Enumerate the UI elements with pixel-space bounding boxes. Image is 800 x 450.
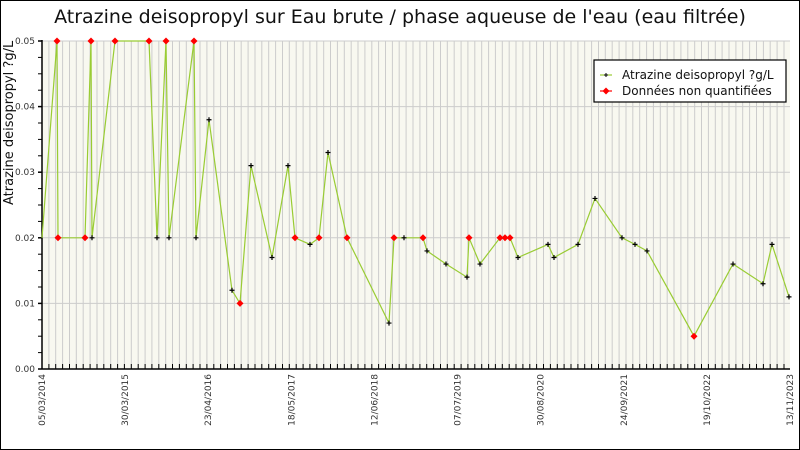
svg-text:0.04: 0.04	[15, 103, 35, 113]
data-markers	[53, 37, 792, 340]
svg-text:23/04/2016: 23/04/2016	[204, 374, 214, 426]
svg-text:07/07/2019: 07/07/2019	[454, 374, 464, 426]
svg-text:0.01: 0.01	[15, 299, 35, 309]
svg-text:Données non quantifiées: Données non quantifiées	[622, 84, 772, 98]
chart-title: Atrazine deisopropyl sur Eau brute / pha…	[54, 6, 746, 28]
svg-text:0.03: 0.03	[15, 168, 35, 178]
svg-text:0.00: 0.00	[15, 365, 35, 375]
svg-text:Atrazine deisopropyl ?g/L: Atrazine deisopropyl ?g/L	[622, 68, 774, 82]
svg-text:24/09/2021: 24/09/2021	[620, 374, 630, 426]
svg-text:05/03/2014: 05/03/2014	[38, 374, 48, 426]
svg-text:30/03/2015: 30/03/2015	[121, 374, 131, 426]
svg-text:12/06/2018: 12/06/2018	[370, 374, 380, 426]
svg-text:19/10/2022: 19/10/2022	[703, 374, 713, 426]
svg-text:18/05/2017: 18/05/2017	[287, 374, 297, 426]
svg-text:13/11/2023: 13/11/2023	[786, 374, 796, 426]
x-axis-ticks: 05/03/2014 30/03/2015 23/04/2016 18/05/2017…	[38, 364, 796, 426]
svg-text:0.02: 0.02	[15, 234, 35, 244]
svg-text:30/08/2020: 30/08/2020	[537, 374, 547, 426]
legend: Atrazine deisopropyl ?g/L Données non qua…	[593, 59, 787, 103]
y-axis-ticks: 0.00 0.01 0.02 0.03 0.04 0.05	[15, 37, 42, 375]
svg-text:0.05: 0.05	[15, 37, 35, 47]
